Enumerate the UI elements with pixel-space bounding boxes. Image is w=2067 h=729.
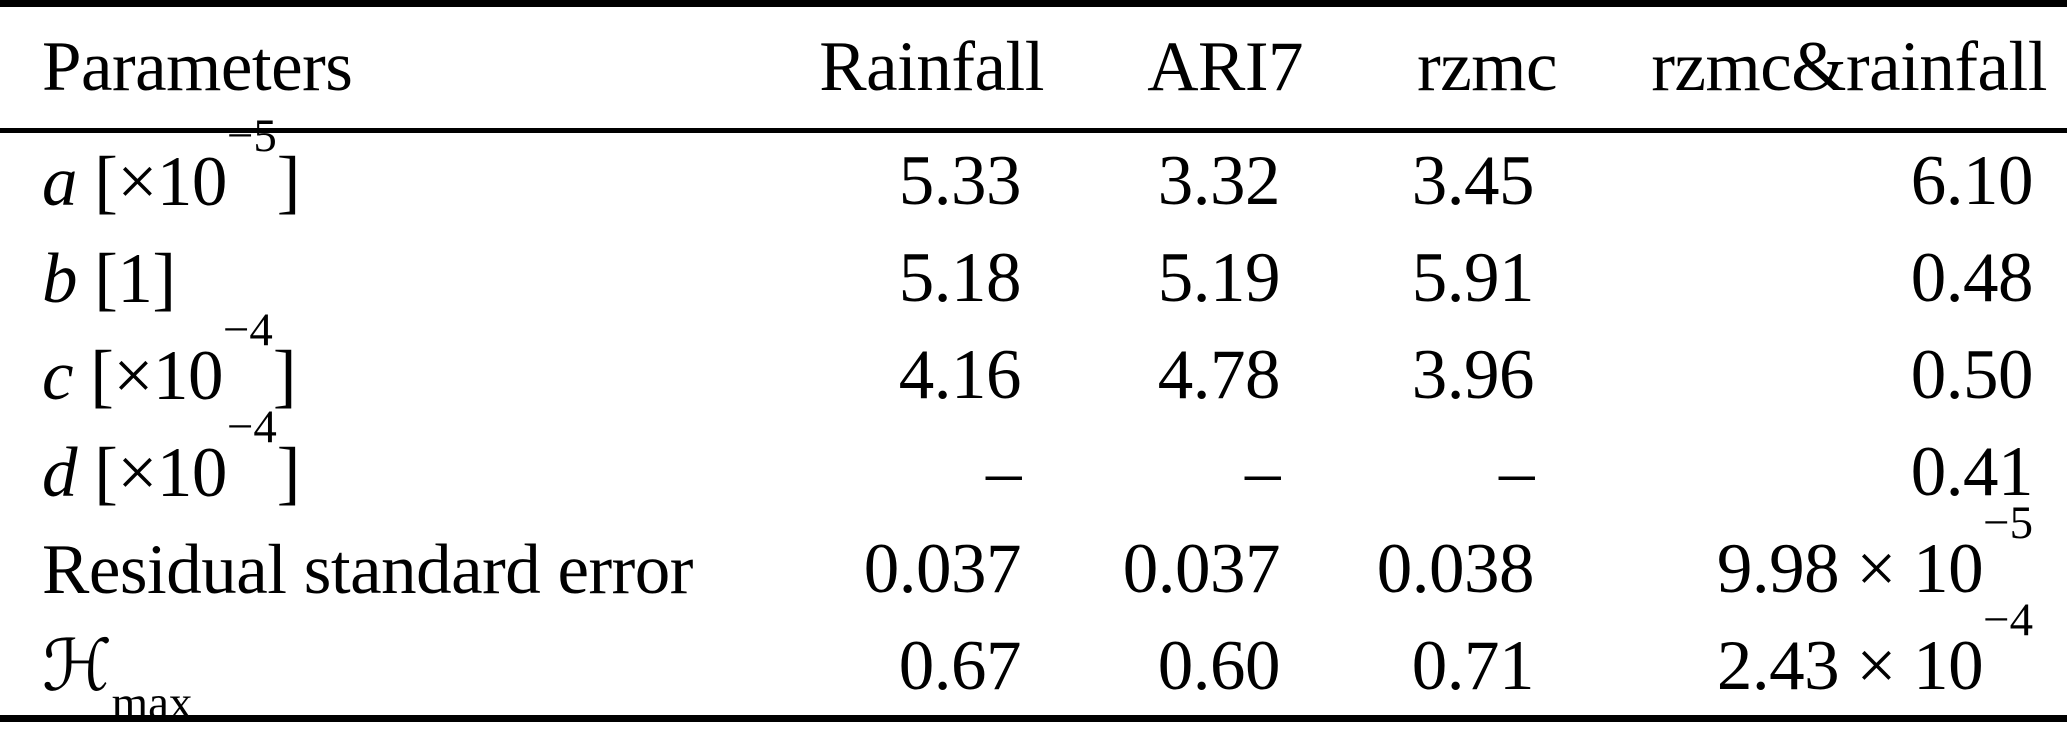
param-exponent: −4 <box>222 304 273 357</box>
cell-rse-rainfall: 0.037 <box>765 521 1044 618</box>
value: 0.038 <box>1376 530 1535 608</box>
param-exponent: −4 <box>226 401 277 454</box>
value: 6.10 <box>1910 142 2034 220</box>
row-label-hmax: ℋmax <box>0 618 765 727</box>
value: 0.037 <box>1122 530 1281 608</box>
value: 4.78 <box>1157 336 1281 414</box>
row-label-b: b [1] <box>0 230 765 327</box>
param-unit-close: ] <box>272 337 297 415</box>
value: 0.71 <box>1411 627 1535 705</box>
cell-d-ari7: – <box>1044 424 1303 521</box>
cell-b-rzmc-rainfall: 0.48 <box>1557 230 2067 327</box>
table-row-hmax: ℋmax 0.67 0.60 0.71 2.43 × 10−4 <box>0 597 2067 727</box>
cell-b-rainfall: 5.18 <box>765 230 1044 327</box>
cell-hmax-ari7: 0.60 <box>1044 618 1303 719</box>
table-row-b: b [1] 5.18 5.19 5.91 0.48 <box>0 230 2067 327</box>
cell-rse-ari7: 0.037 <box>1044 521 1303 618</box>
script-h-symbol: ℋ <box>42 624 112 707</box>
header-row: Parameters Rainfall ARI7 rzmc rzmc&rainf… <box>0 3 2067 133</box>
cell-d-rzmc-rainfall: 0.41 <box>1557 424 2067 521</box>
value: 5.18 <box>898 239 1022 317</box>
param-symbol: d <box>42 434 78 512</box>
cell-b-rzmc: 5.91 <box>1303 230 1557 327</box>
cell-hmax-rzmc: 0.71 <box>1303 618 1557 719</box>
column-header-rainfall: Rainfall <box>765 3 1045 133</box>
cell-d-rainfall: – <box>765 424 1044 521</box>
param-symbol: c <box>42 337 74 415</box>
value: – <box>1499 433 1535 511</box>
cell-c-ari7: 4.78 <box>1044 327 1303 424</box>
column-header-rzmc: rzmc <box>1303 3 1558 133</box>
param-unit: [×10 <box>73 337 223 415</box>
param-exponent: −5 <box>226 110 277 163</box>
value: 0.48 <box>1910 239 2034 317</box>
value: 3.45 <box>1411 142 1535 220</box>
value: – <box>1245 433 1281 511</box>
param-unit: [×10 <box>77 143 227 221</box>
cell-hmax-rzmc-rainfall: 2.43 × 10−4 <box>1557 597 2067 719</box>
row-label-residual-standard-error: Residual standard error <box>0 521 765 618</box>
param-unit: [×10 <box>77 434 227 512</box>
cell-a-rzmc-rainfall: 6.10 <box>1557 131 2067 231</box>
cell-b-ari7: 5.19 <box>1044 230 1303 327</box>
cell-c-rainfall: 4.16 <box>765 327 1044 424</box>
param-unit-close: ] <box>276 143 301 221</box>
value: 5.33 <box>898 142 1022 220</box>
value: 0.60 <box>1157 627 1281 705</box>
value: 5.91 <box>1411 239 1535 317</box>
value: 0.41 <box>1910 433 2034 511</box>
table-row-d: d [×10−4] – – – 0.41 <box>0 404 2067 521</box>
value: 3.32 <box>1157 142 1281 220</box>
value: – <box>986 433 1022 511</box>
cell-c-rzmc: 3.96 <box>1303 327 1557 424</box>
cell-d-rzmc: – <box>1303 424 1557 521</box>
value: 0.037 <box>863 530 1022 608</box>
column-header-rzmc-rainfall: rzmc&rainfall <box>1557 3 2067 133</box>
value: 4.16 <box>898 336 1022 414</box>
value: 5.19 <box>1157 239 1281 317</box>
cell-a-ari7: 3.32 <box>1044 131 1303 231</box>
value-exponent: −4 <box>1983 594 2033 647</box>
value: 0.50 <box>1910 336 2034 414</box>
column-header-parameters: Parameters <box>0 3 765 133</box>
param-unit: [1] <box>77 240 176 318</box>
cell-rse-rzmc: 0.038 <box>1303 521 1557 618</box>
value: 0.67 <box>898 627 1022 705</box>
param-symbol: a <box>42 143 78 221</box>
column-header-ari7: ARI7 <box>1044 3 1304 133</box>
cell-a-rainfall: 5.33 <box>765 131 1044 231</box>
param-subscript: max <box>111 677 193 729</box>
row-label-c: c [×10−4] <box>0 307 765 424</box>
value: 3.96 <box>1411 336 1535 414</box>
row-label-a: a [×10−5] <box>0 113 765 231</box>
param-unit-close: ] <box>276 434 301 512</box>
value-exponent: −5 <box>1983 497 2033 550</box>
value: 9.98 × 10 <box>1716 530 1984 608</box>
param-unit: Residual standard error <box>42 531 693 609</box>
param-symbol: b <box>42 240 78 318</box>
cell-rse-rzmc-rainfall: 9.98 × 10−5 <box>1557 500 2067 618</box>
value: 2.43 × 10 <box>1716 627 1984 705</box>
cell-a-rzmc: 3.45 <box>1303 131 1557 231</box>
cell-hmax-rainfall: 0.67 <box>765 618 1044 719</box>
table-row-c: c [×10−4] 4.16 4.78 3.96 0.50 <box>0 307 2067 424</box>
table-row-residual-standard-error: Residual standard error 0.037 0.037 0.03… <box>0 500 2067 618</box>
row-label-d: d [×10−4] <box>0 404 765 521</box>
cell-c-rzmc-rainfall: 0.50 <box>1557 327 2067 424</box>
table-row-a: a [×10−5] 5.33 3.32 3.45 6.10 <box>0 113 2067 231</box>
